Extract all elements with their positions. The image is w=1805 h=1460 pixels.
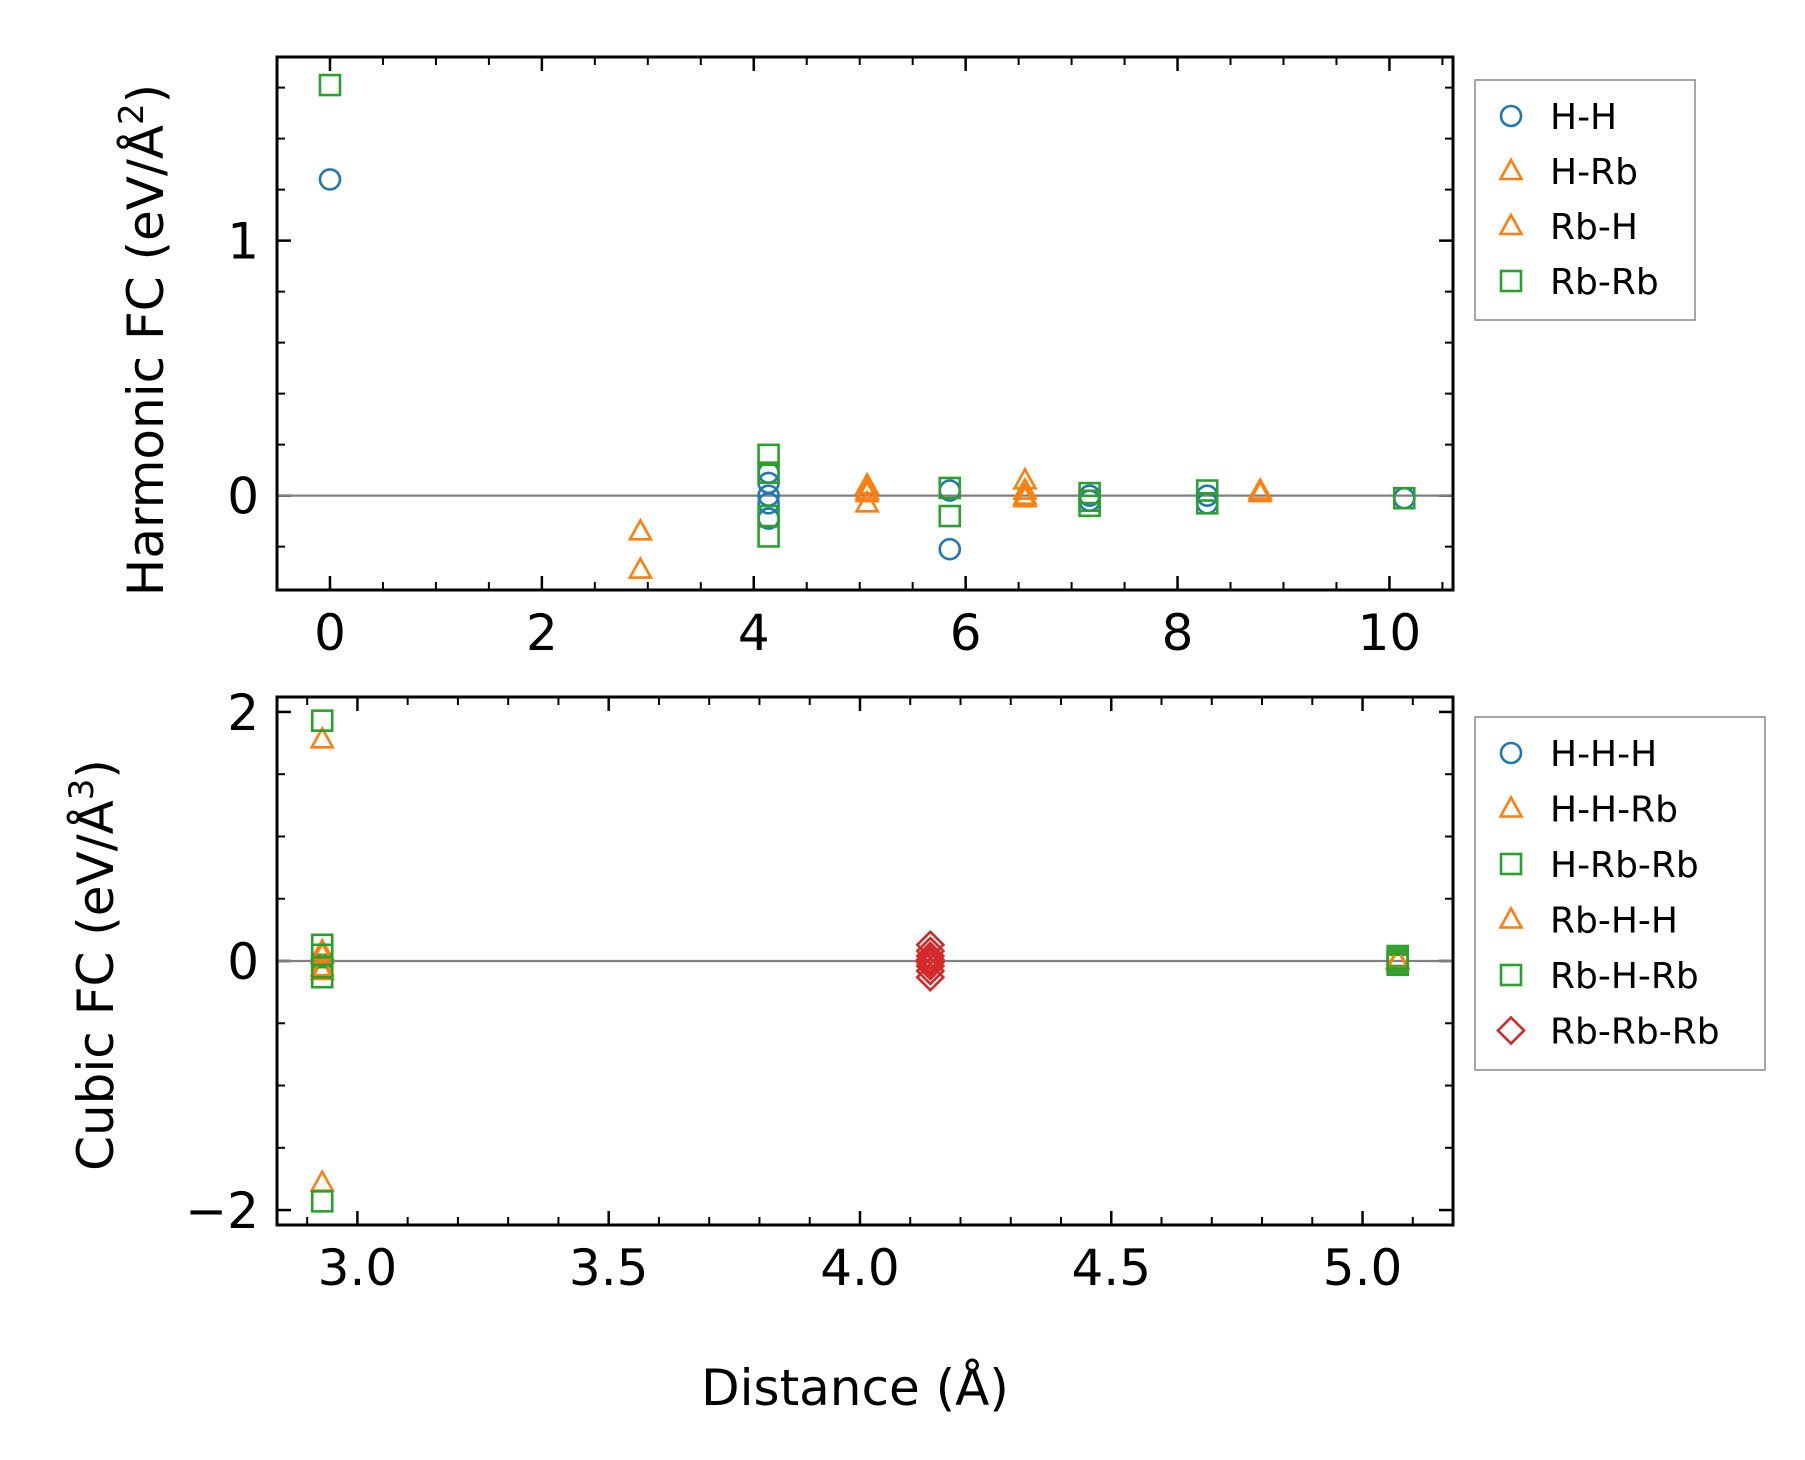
y-tick-label: 0 (227, 468, 259, 526)
x-tick-label: 4.0 (820, 1239, 900, 1297)
point-h-h (938, 537, 962, 561)
point-h-h-rb (309, 957, 335, 981)
point-h-rb-rb (310, 709, 334, 732)
point-rb-h-rb (310, 1190, 334, 1213)
point-h-h (1392, 486, 1416, 510)
x-tick-label: 8 (1162, 604, 1194, 662)
point-rb-rb (318, 73, 342, 97)
harmonic-legend: H-H H-Rb Rb-H Rb-Rb (1474, 79, 1696, 321)
cubic-ticks: 3.0 3.5 4.0 4.5 5.0 −2 0 2 (185, 684, 1453, 1297)
harmonic-y-axis-label: Harmonic FC (eV/Å2) (112, 84, 175, 596)
point-h-h (1078, 489, 1101, 513)
harmonic-ticks: 0 2 4 6 8 10 0 1 (227, 57, 1453, 662)
x-tick-label: 2 (526, 604, 558, 662)
point-rb-rb (1195, 491, 1219, 515)
point-rb-h (854, 476, 880, 500)
x-tick-label: 10 (1358, 604, 1422, 662)
x-tick-label: 3.5 (569, 1239, 649, 1297)
point-rb-h-rb (310, 955, 334, 979)
x-tick-label: 6 (950, 604, 982, 662)
cubic-y-axis-label: Cubic FC (eV/Å3) (62, 759, 125, 1171)
x-tick-label: 3.0 (318, 1239, 398, 1297)
legend-label: Rb-H (1550, 207, 1638, 248)
harmonic-panel: Harmonic FC (eV/Å2) 0 2 4 6 8 10 0 1 H-H H-Rb Rb-… (112, 55, 1696, 662)
cubic-data-points (309, 709, 1411, 1213)
point-rb-rb (1078, 494, 1101, 518)
harmonic-data-points (318, 73, 1416, 579)
y-tick-label: 1 (227, 213, 259, 271)
x-tick-label: 4.5 (1071, 1239, 1151, 1297)
legend-marker-rb-h-h (1498, 905, 1524, 929)
legend-label: Rb-Rb (1550, 262, 1659, 303)
point-rb-rb (757, 443, 780, 467)
legend-marker-rb-h-rb (1499, 963, 1523, 987)
point-rb-h (1012, 484, 1038, 508)
point-h-h-rb (309, 725, 335, 749)
legend-label: Rb-Rb-Rb (1550, 1012, 1720, 1053)
y-tick-label: 0 (227, 933, 259, 991)
point-rb-h (1247, 479, 1273, 503)
point-h-h (318, 168, 342, 191)
legend-marker-h-h (1499, 104, 1523, 128)
legend-label: H-Rb-Rb (1550, 845, 1699, 886)
y-tick-label: 2 (227, 684, 259, 742)
legend-marker-rb-rb-rb (1496, 1015, 1526, 1046)
legend-marker-h-h-h (1499, 741, 1523, 765)
point-rb-rb (1392, 486, 1416, 510)
point-h-rb (854, 489, 880, 513)
legend-label: H-H-H (1550, 734, 1657, 775)
point-rb-rb-rb (915, 956, 946, 986)
harmonic-axes-frame (275, 55, 1455, 592)
point-rb-rb (938, 504, 962, 528)
legend-frame (1474, 79, 1696, 321)
point-h-h (757, 491, 780, 515)
point-rb-h-rb (310, 943, 334, 967)
legend-label: Rb-H-H (1550, 901, 1678, 942)
point-rb-rb (938, 476, 962, 500)
point-rb-h (1012, 476, 1038, 500)
cubic-legend: H-H-H H-H-Rb H-Rb-Rb Rb-H-H Rb-H-Rb Rb-Rb-Rb (1474, 716, 1766, 1071)
point-h-rb (627, 555, 654, 579)
legend-label: H-H (1550, 97, 1617, 138)
legend-label: Rb-H-Rb (1550, 956, 1699, 997)
legend-label: H-Rb (1550, 152, 1638, 193)
point-h-rb (627, 517, 654, 541)
point-rb-h-h (309, 941, 335, 965)
legend-marker-h-rb (1498, 157, 1524, 181)
point-rb-rb (757, 525, 780, 548)
legend-label: H-H-Rb (1550, 790, 1678, 831)
x-axis-label: Distance (Å) (701, 1359, 1009, 1417)
point-rb-rb-rb (915, 947, 946, 978)
legend-marker-rb-h (1498, 212, 1524, 236)
x-tick-label: 0 (314, 604, 346, 662)
x-tick-label: 4 (738, 604, 770, 662)
cubic-axes-frame (275, 695, 1455, 1227)
x-tick-label: 5.0 (1323, 1239, 1403, 1297)
y-tick-label: −2 (185, 1182, 259, 1240)
point-rb-rb (757, 461, 780, 484)
point-rb-rb-rb (915, 944, 946, 975)
legend-frame (1474, 716, 1766, 1071)
point-h-h-rb (309, 1168, 335, 1192)
point-rb-h-rb (1386, 952, 1410, 975)
legend-marker-h-rb-rb (1499, 852, 1523, 876)
legend-marker-rb-rb (1499, 269, 1523, 293)
point-rb-rb-rb (915, 941, 946, 971)
legend-marker-h-h-rb (1498, 794, 1524, 818)
cubic-panel: Cubic FC (eV/Å3) 3.0 3.5 4.0 4.5 5.0 −2 0 2 H-H… (62, 684, 1766, 1297)
point-rb-rb-rb (915, 962, 946, 993)
point-rb-rb (1195, 479, 1219, 502)
point-rb-rb-rb (915, 951, 946, 981)
